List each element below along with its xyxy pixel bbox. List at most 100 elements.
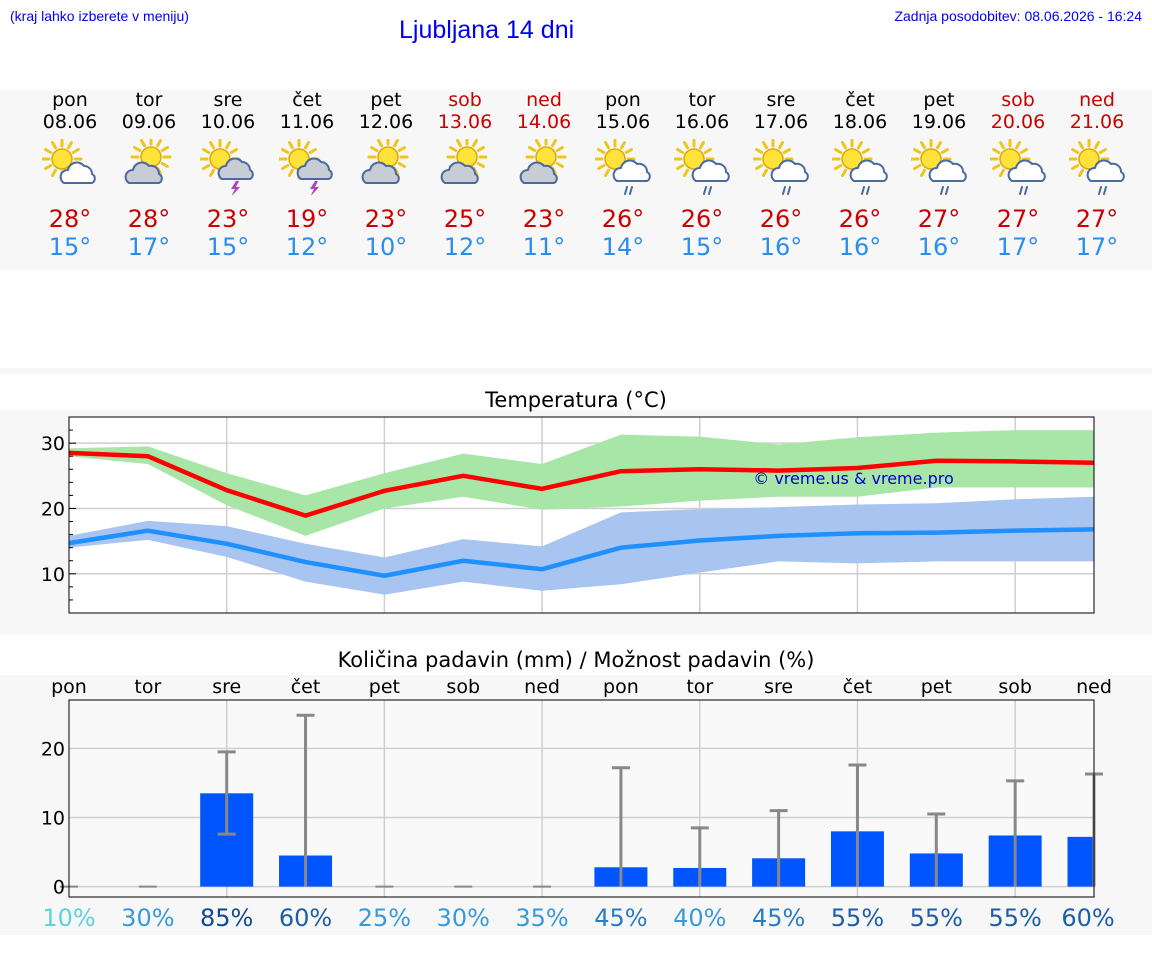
max-temperature: 27° [1075, 205, 1119, 233]
forecast-day: pon 08.06 28° 15° [30, 89, 110, 261]
y-tick-label: 30 [41, 433, 65, 455]
min-temperature: 15° [680, 233, 724, 261]
day-name: pet [370, 89, 402, 111]
category-label: sob [446, 676, 480, 698]
sun-rain-icon [674, 139, 730, 195]
precipitation-probability: 30% [437, 904, 490, 932]
day-date: 21.06 [1069, 111, 1125, 133]
day-date: 11.06 [279, 111, 335, 133]
precipitation-probability: 55% [831, 904, 884, 932]
precipitation-probability: 10% [42, 904, 95, 932]
sun-rain-icon [753, 139, 809, 195]
max-temperature: 27° [996, 205, 1040, 233]
y-tick-label: 10 [41, 564, 65, 586]
forecast-day: pet 12.06 23° 10° [346, 89, 426, 261]
precipitation-bar [1067, 836, 1094, 887]
precipitation-probability: 25% [358, 904, 411, 932]
category-label: pon [603, 676, 639, 698]
day-name: sre [766, 89, 796, 111]
day-date: 19.06 [911, 111, 967, 133]
max-temperature: 26° [759, 205, 803, 233]
thunderstorm-icon [200, 139, 254, 195]
day-name: pon [605, 89, 641, 111]
min-temperature-line [68, 527, 1095, 579]
category-label: ned [1076, 676, 1112, 698]
plot-frame [68, 416, 1095, 614]
max-temperature: 23° [364, 205, 408, 233]
max-temperature: 25° [443, 205, 487, 233]
day-date: 18.06 [832, 111, 888, 133]
precipitation-probability: 40% [673, 904, 726, 932]
day-name: sob [1001, 89, 1035, 111]
sun-rain-icon [1069, 139, 1125, 195]
max-temperature: 26° [838, 205, 882, 233]
y-tick-label: 10 [41, 808, 65, 830]
precipitation-chart: pon tor sre čet pet sob ned pon tor sre čet pet sob n… [41, 676, 1115, 932]
category-label: sob [998, 676, 1032, 698]
min-temperature: 17° [127, 233, 171, 261]
min-temperature: 14° [601, 233, 645, 261]
min-temperature: 15° [206, 233, 250, 261]
forecast-day: sre 17.06 26° 16° [741, 89, 821, 261]
min-temperature: 16° [838, 233, 882, 261]
min-temperature: 15° [48, 233, 92, 261]
day-date: 17.06 [753, 111, 809, 133]
day-name: ned [1079, 89, 1115, 111]
max-temperature: 28° [127, 205, 171, 233]
page-title: Ljubljana 14 dni [399, 16, 575, 44]
y-tick-label: 20 [41, 738, 65, 760]
forecast-day: sob 20.06 27° 17° [978, 89, 1058, 261]
day-name: sre [213, 89, 243, 111]
day-date: 10.06 [200, 111, 256, 133]
day-name: pet [923, 89, 955, 111]
last-updated: Zadnja posodobitev: 08.06.2026 - 16:24 [894, 8, 1142, 24]
y-tick-label: 20 [41, 498, 65, 520]
max-temperature: 26° [601, 205, 645, 233]
forecast-day: čet 11.06 19° 12° [267, 89, 347, 261]
max-temperature: 19° [285, 205, 329, 233]
precipitation-chart-title: Količina padavin (mm) / Možnost padavin … [337, 648, 815, 672]
day-date: 20.06 [990, 111, 1046, 133]
min-temperature: 16° [917, 233, 961, 261]
precipitation-probability: 30% [121, 904, 174, 932]
forecast-day: pet 19.06 27° 16° [899, 89, 979, 261]
category-label: tor [686, 676, 713, 698]
min-temperature: 16° [759, 233, 803, 261]
precipitation-probability: 55% [910, 904, 963, 932]
min-temperature: 12° [285, 233, 329, 261]
category-label: čet [291, 676, 321, 698]
y-tick-label: 0 [53, 877, 65, 899]
precipitation-probability: 55% [988, 904, 1041, 932]
day-date: 12.06 [358, 111, 414, 133]
min-temperature: 17° [1075, 233, 1119, 261]
max-temperature: 23° [206, 205, 250, 233]
category-label: pet [921, 676, 952, 698]
precipitation-probability: 35% [515, 904, 568, 932]
category-label: pet [369, 676, 400, 698]
thunderstorm-icon [279, 139, 333, 195]
category-label: pon [51, 676, 87, 698]
precipitation-probability: 45% [752, 904, 805, 932]
max-temperature-line [68, 450, 1095, 518]
day-date: 09.06 [121, 111, 177, 133]
day-name: čet [845, 89, 875, 111]
forecast-day: tor 16.06 26° 15° [662, 89, 742, 261]
mostly-cloudy-icon [124, 139, 172, 184]
min-temperature: 10° [364, 233, 408, 261]
category-label: tor [134, 676, 161, 698]
sun-rain-icon [990, 139, 1046, 195]
plot-frame [68, 699, 1095, 898]
min-temperature-range [69, 496, 1094, 595]
min-temperature: 12° [443, 233, 487, 261]
forecast-day: čet 18.06 26° 16° [820, 89, 900, 261]
day-name: pon [52, 89, 88, 111]
forecast-day: ned 21.06 27° 17° [1057, 89, 1137, 261]
forecast-day: sre 10.06 23° 15° [188, 89, 268, 261]
mostly-cloudy-icon [361, 139, 409, 184]
day-name: tor [135, 89, 163, 111]
sun-rain-icon [911, 139, 967, 195]
precipitation-probability: 45% [594, 904, 647, 932]
day-date: 14.06 [516, 111, 572, 133]
forecast-day: tor 09.06 28° 17° [109, 89, 189, 261]
category-label: sre [764, 676, 793, 698]
